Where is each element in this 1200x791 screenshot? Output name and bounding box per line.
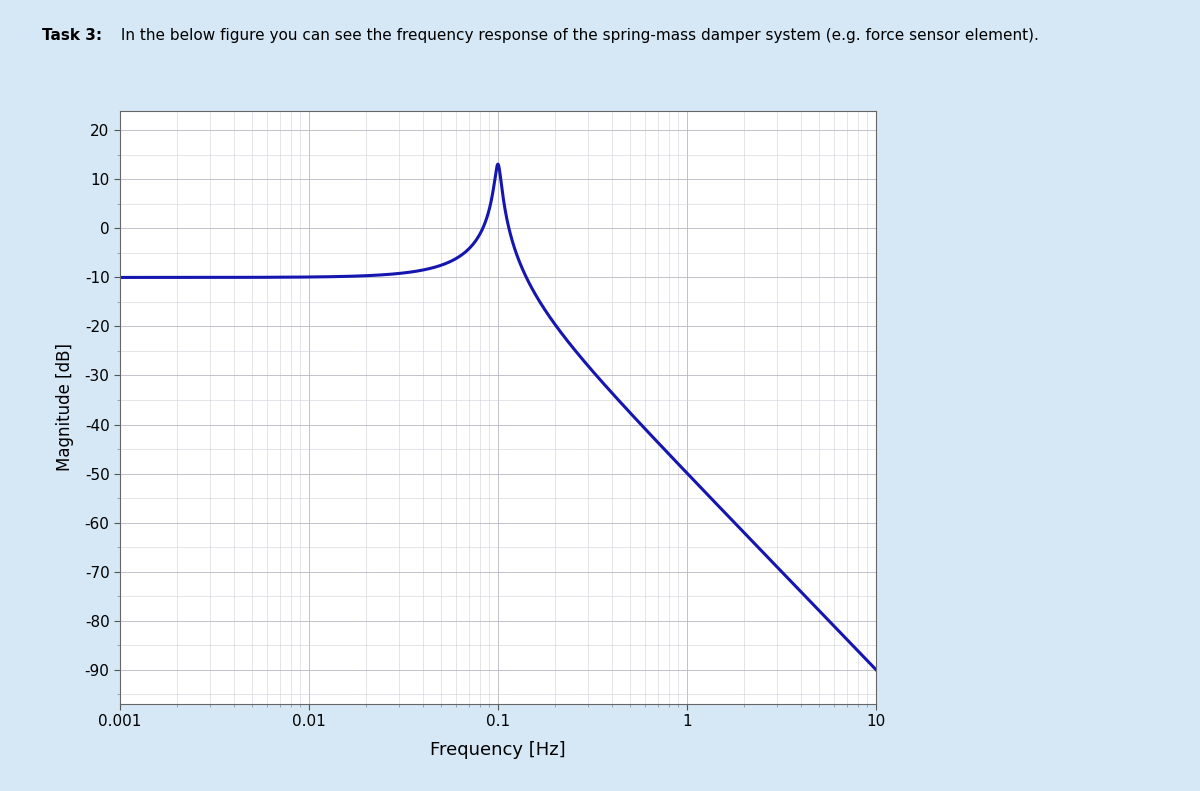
Text: Task 3:: Task 3: — [42, 28, 102, 43]
Text: In the below figure you can see the frequency response of the spring-mass damper: In the below figure you can see the freq… — [116, 28, 1039, 43]
X-axis label: Frequency [Hz]: Frequency [Hz] — [430, 740, 566, 759]
Y-axis label: Magnitude [dB]: Magnitude [dB] — [55, 343, 73, 471]
